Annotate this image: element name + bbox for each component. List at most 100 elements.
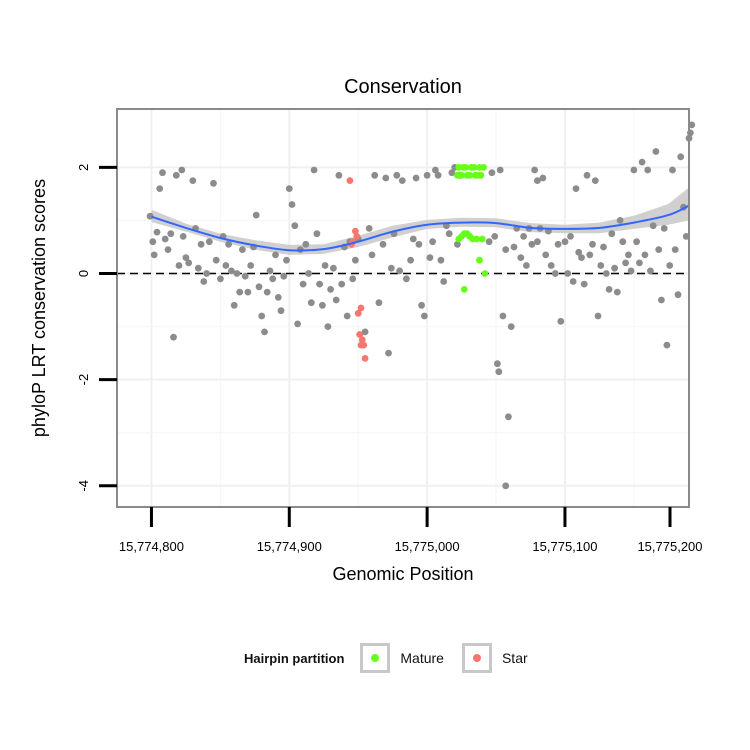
star-point — [353, 233, 361, 240]
other-point — [200, 278, 208, 285]
legend-key-star — [461, 643, 492, 673]
other-point — [564, 270, 572, 277]
other-point — [658, 296, 665, 304]
other-point — [644, 166, 652, 174]
other-point — [510, 243, 518, 251]
other-point — [534, 238, 541, 246]
other-point — [485, 238, 493, 246]
other-point — [210, 179, 217, 187]
star-point — [360, 341, 368, 349]
other-point — [263, 288, 271, 296]
other-point — [175, 262, 183, 269]
other-point — [272, 251, 279, 259]
other-point — [586, 251, 594, 259]
other-point — [179, 233, 187, 240]
other-point — [244, 288, 252, 296]
x-tick-label: 15,775,100 — [532, 539, 597, 554]
mature-point — [476, 256, 483, 264]
other-point — [608, 230, 616, 238]
other-point — [338, 280, 346, 288]
other-point — [335, 171, 343, 179]
other-point — [448, 169, 456, 177]
other-point — [429, 238, 436, 246]
other-point — [505, 413, 512, 421]
other-point — [551, 270, 559, 277]
mature-point — [473, 235, 481, 243]
other-point — [636, 259, 643, 267]
mature-point — [480, 164, 487, 171]
other-point — [445, 230, 453, 238]
other-point — [164, 246, 172, 254]
smooth-line-layer — [151, 204, 690, 252]
other-point — [332, 296, 340, 304]
other-point — [167, 230, 175, 238]
plot-border — [116, 108, 690, 508]
confidence-ribbon — [151, 187, 689, 255]
other-point — [569, 278, 577, 285]
other-point — [641, 251, 649, 259]
other-point — [149, 238, 157, 246]
other-point — [426, 254, 434, 261]
other-point — [539, 174, 547, 182]
y-axis: -4 -2 0 2 — [76, 164, 117, 492]
legend-key-mature — [360, 643, 391, 673]
other-point — [159, 169, 166, 177]
other-point — [299, 280, 307, 288]
other-point — [647, 267, 654, 275]
other-point — [365, 225, 373, 232]
other-point — [385, 349, 392, 357]
other-point — [666, 262, 674, 269]
other-point — [203, 270, 211, 277]
other-point — [266, 267, 274, 275]
other-point — [597, 262, 605, 269]
other-point — [324, 323, 332, 330]
other-point — [625, 251, 632, 259]
x-tick-label: 15,774,900 — [257, 539, 322, 554]
other-point — [302, 240, 310, 248]
other-point — [170, 333, 177, 341]
other-point — [407, 256, 414, 264]
other-point — [682, 233, 690, 240]
other-point — [488, 169, 496, 177]
other-point — [371, 171, 379, 179]
other-point — [150, 251, 158, 259]
other-point — [619, 238, 627, 246]
chart-title: Conservation — [344, 76, 462, 98]
legend-title: Hairpin partition — [244, 650, 345, 666]
other-point — [523, 262, 530, 269]
y-tick-label: 0 — [76, 270, 91, 277]
x-axis: 15,774,800 15,774,900 15,775,000 15,775,100… — [119, 507, 703, 554]
other-point — [432, 166, 439, 174]
other-point — [352, 256, 359, 264]
y-tick-label: -4 — [76, 480, 91, 492]
points-layer — [146, 121, 696, 490]
other-point — [387, 264, 395, 272]
other-point — [277, 307, 285, 315]
other-point — [423, 171, 431, 179]
other-point — [294, 320, 301, 328]
mature-point — [477, 171, 485, 179]
other-point — [660, 225, 668, 232]
star-point — [358, 336, 366, 344]
other-point — [182, 254, 190, 261]
other-point — [368, 251, 376, 259]
other-point — [499, 312, 507, 320]
x-tick-label: 15,774,800 — [119, 539, 184, 554]
other-point — [291, 222, 299, 230]
plot-panel — [117, 109, 689, 507]
other-point — [212, 256, 220, 264]
other-point — [247, 262, 255, 269]
other-point — [274, 294, 282, 301]
other-point — [594, 312, 602, 320]
mature-point — [478, 235, 486, 243]
other-point — [236, 288, 244, 296]
other-point — [255, 283, 263, 291]
other-point — [269, 275, 277, 283]
other-point — [633, 238, 640, 246]
star-dot-icon — [472, 654, 481, 662]
other-point — [575, 248, 583, 256]
other-point — [393, 171, 401, 179]
confidence-ribbon-layer — [151, 187, 689, 255]
other-point — [589, 240, 596, 248]
